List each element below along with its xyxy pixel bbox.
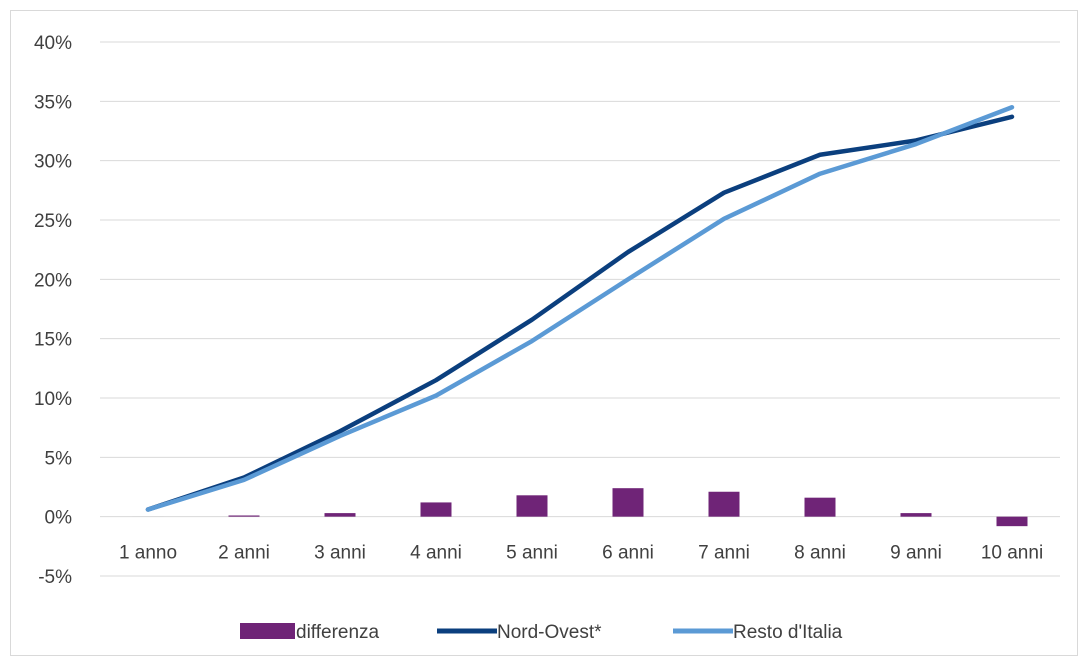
bar-differenza <box>420 502 452 517</box>
y-tick-label: 35% <box>34 92 72 113</box>
x-tick-label: 1 anno <box>119 543 177 564</box>
y-tick-label: 40% <box>34 33 72 54</box>
y-tick-label: -5% <box>38 567 72 588</box>
y-tick-label: 25% <box>34 211 72 232</box>
bar-series-differenza <box>132 488 1028 527</box>
x-tick-label: 10 anni <box>981 543 1043 564</box>
bar-differenza <box>612 488 644 517</box>
y-axis-tick-labels: -5% 0% 5% 10% 15% 20% 25% 30% 35% 40% <box>34 33 72 588</box>
bar-differenza <box>804 497 836 517</box>
x-tick-label: 9 anni <box>890 543 942 564</box>
bar-differenza <box>900 513 932 517</box>
x-tick-label: 3 anni <box>314 543 366 564</box>
legend-label: differenza <box>296 622 380 643</box>
x-tick-label: 5 anni <box>506 543 558 564</box>
y-tick-label: 30% <box>34 152 72 173</box>
y-tick-label: 15% <box>34 330 72 351</box>
y-tick-label: 10% <box>34 389 72 410</box>
bar-differenza <box>996 516 1028 527</box>
x-axis-tick-labels: 1 anno 2 anni 3 anni 4 anni 5 anni 6 anni 7 an… <box>119 543 1043 564</box>
line-nord-ovest <box>145 114 1015 512</box>
bar-differenza <box>516 495 548 517</box>
x-tick-label: 7 anni <box>698 543 750 564</box>
gridlines <box>100 41 1060 577</box>
bar-differenza <box>324 513 356 517</box>
line-resto-d-italia <box>145 105 1015 512</box>
bar-differenza <box>228 515 260 517</box>
y-tick-label: 20% <box>34 270 72 291</box>
x-tick-label: 2 anni <box>218 543 270 564</box>
x-tick-label: 8 anni <box>794 543 846 564</box>
legend-swatch <box>240 623 295 639</box>
legend-label: Resto d'Italia <box>733 622 843 643</box>
x-tick-label: 4 anni <box>410 543 462 564</box>
line-series <box>145 105 1015 512</box>
legend: differenza Nord-Ovest* Resto d'Italia <box>240 622 843 643</box>
legend-label: Nord-Ovest* <box>497 622 602 643</box>
x-tick-label: 6 anni <box>602 543 654 564</box>
bar-differenza <box>708 491 740 517</box>
y-tick-label: 0% <box>45 508 73 529</box>
y-tick-label: 5% <box>45 448 73 469</box>
